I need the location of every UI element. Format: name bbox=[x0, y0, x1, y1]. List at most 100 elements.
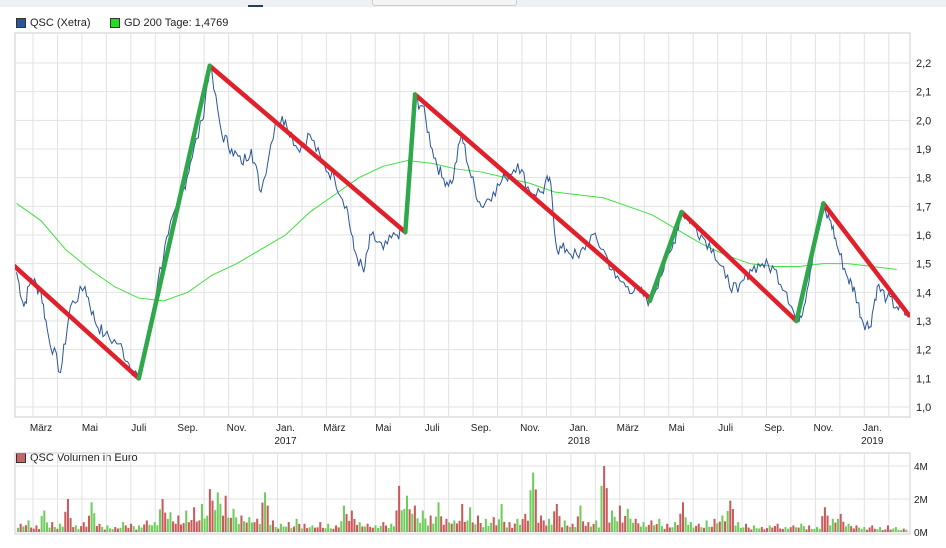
legend-label: GD 200 Tage: 1,4769 bbox=[124, 17, 229, 29]
y-tick-label: 1,6 bbox=[916, 230, 931, 242]
volume-bar bbox=[847, 523, 850, 532]
volume-bar bbox=[22, 526, 25, 532]
volume-bar bbox=[56, 528, 59, 532]
volume-bar bbox=[308, 527, 311, 532]
volume-bar bbox=[808, 525, 811, 532]
volume-bar bbox=[671, 527, 674, 532]
volume-bar bbox=[621, 522, 624, 532]
volume-bar bbox=[74, 525, 77, 532]
volume-bar bbox=[379, 525, 382, 532]
volume-bar bbox=[116, 528, 119, 532]
volume-bar bbox=[258, 524, 261, 532]
x-tick-label: Jan. bbox=[569, 423, 588, 434]
volume-bar bbox=[576, 516, 579, 532]
volume-bar bbox=[718, 521, 721, 532]
volume-bar bbox=[902, 528, 905, 532]
volume-bar bbox=[500, 503, 503, 532]
volume-bar bbox=[135, 529, 138, 532]
volume-bar bbox=[792, 525, 795, 532]
legend-gd200[interactable]: GD 200 Tage: 1,4769 bbox=[110, 17, 228, 29]
volume-bar bbox=[298, 523, 301, 532]
volume-bar bbox=[663, 528, 666, 532]
volume-bar bbox=[384, 525, 387, 532]
volume-bar bbox=[842, 521, 845, 532]
volume-bar bbox=[224, 495, 227, 532]
volume-bar bbox=[53, 526, 56, 532]
volume-bar bbox=[784, 527, 787, 532]
volume-bar bbox=[760, 527, 763, 532]
volume-bar bbox=[353, 518, 356, 532]
volume-bar bbox=[524, 513, 527, 532]
downtrend-line bbox=[207, 63, 408, 235]
volume-bar bbox=[303, 523, 306, 532]
volume-bar bbox=[829, 525, 832, 532]
volume-bar bbox=[881, 530, 884, 532]
volume-bar bbox=[561, 527, 564, 532]
volume-bar bbox=[892, 528, 895, 532]
volume-bar bbox=[214, 510, 217, 532]
volume-bar bbox=[826, 515, 829, 532]
volume-bar bbox=[248, 517, 251, 532]
volume-bar bbox=[290, 528, 293, 532]
volume-bar bbox=[758, 528, 761, 532]
volume-bar bbox=[295, 518, 298, 532]
volume-bar bbox=[755, 528, 758, 532]
volume-bar bbox=[285, 526, 288, 532]
x-tick-label: Nov. bbox=[227, 423, 247, 434]
volume-bar bbox=[429, 515, 432, 532]
volume-bar bbox=[547, 518, 550, 532]
volume-bar bbox=[103, 529, 106, 532]
downtrend-line bbox=[679, 209, 799, 324]
volume-bar bbox=[894, 527, 897, 532]
volume-bar bbox=[797, 527, 800, 532]
downtrend-line bbox=[821, 201, 910, 318]
volume-bar bbox=[639, 526, 642, 532]
volume-bar bbox=[645, 526, 648, 532]
volume-bar bbox=[421, 510, 424, 532]
volume-bar bbox=[566, 525, 569, 532]
volume-bar bbox=[529, 490, 532, 532]
volume-bar bbox=[697, 523, 700, 532]
volume-bar bbox=[332, 528, 335, 532]
volume-bar bbox=[813, 528, 816, 532]
x-tick-label: Juli bbox=[718, 423, 733, 434]
volume-bar bbox=[292, 526, 296, 532]
volume-bar bbox=[38, 529, 41, 532]
volume-bar bbox=[80, 526, 83, 532]
volume-bar bbox=[266, 505, 269, 532]
active-tab-indicator[interactable] bbox=[248, 5, 263, 7]
volume-bar bbox=[403, 509, 406, 532]
volume-bar bbox=[445, 518, 448, 532]
volume-bar bbox=[816, 527, 819, 532]
volume-bar bbox=[821, 516, 824, 532]
volume-bar bbox=[865, 529, 868, 532]
volume-bar bbox=[855, 525, 858, 532]
legend-swatch-icon bbox=[110, 18, 120, 28]
legend-qsc[interactable]: QSC (Xetra) bbox=[16, 17, 91, 29]
volume-bar bbox=[684, 517, 687, 532]
volume-bar bbox=[40, 516, 43, 532]
x-tick-label: März bbox=[323, 423, 345, 434]
volume-bar bbox=[356, 524, 359, 532]
volume-bar bbox=[519, 524, 522, 532]
volume-bar bbox=[823, 507, 826, 532]
volume-bar bbox=[603, 466, 606, 532]
volume-bar bbox=[153, 522, 156, 532]
volume-bar bbox=[30, 527, 33, 532]
volume-bar bbox=[440, 516, 443, 532]
volume-bar bbox=[366, 523, 369, 532]
volume-bar bbox=[156, 525, 159, 532]
volume-bar bbox=[787, 528, 790, 532]
volume-bar bbox=[43, 510, 46, 532]
volume-bar bbox=[858, 527, 861, 532]
volume-bar bbox=[637, 523, 640, 532]
volume-bar bbox=[540, 515, 543, 532]
y-tick-label: 1,5 bbox=[916, 259, 931, 271]
volume-bar bbox=[377, 528, 380, 532]
volume-bar bbox=[871, 525, 874, 532]
volume-bar bbox=[32, 528, 35, 532]
top-button[interactable] bbox=[372, 0, 517, 6]
volume-bar bbox=[734, 525, 737, 532]
volume-bar bbox=[600, 485, 603, 532]
